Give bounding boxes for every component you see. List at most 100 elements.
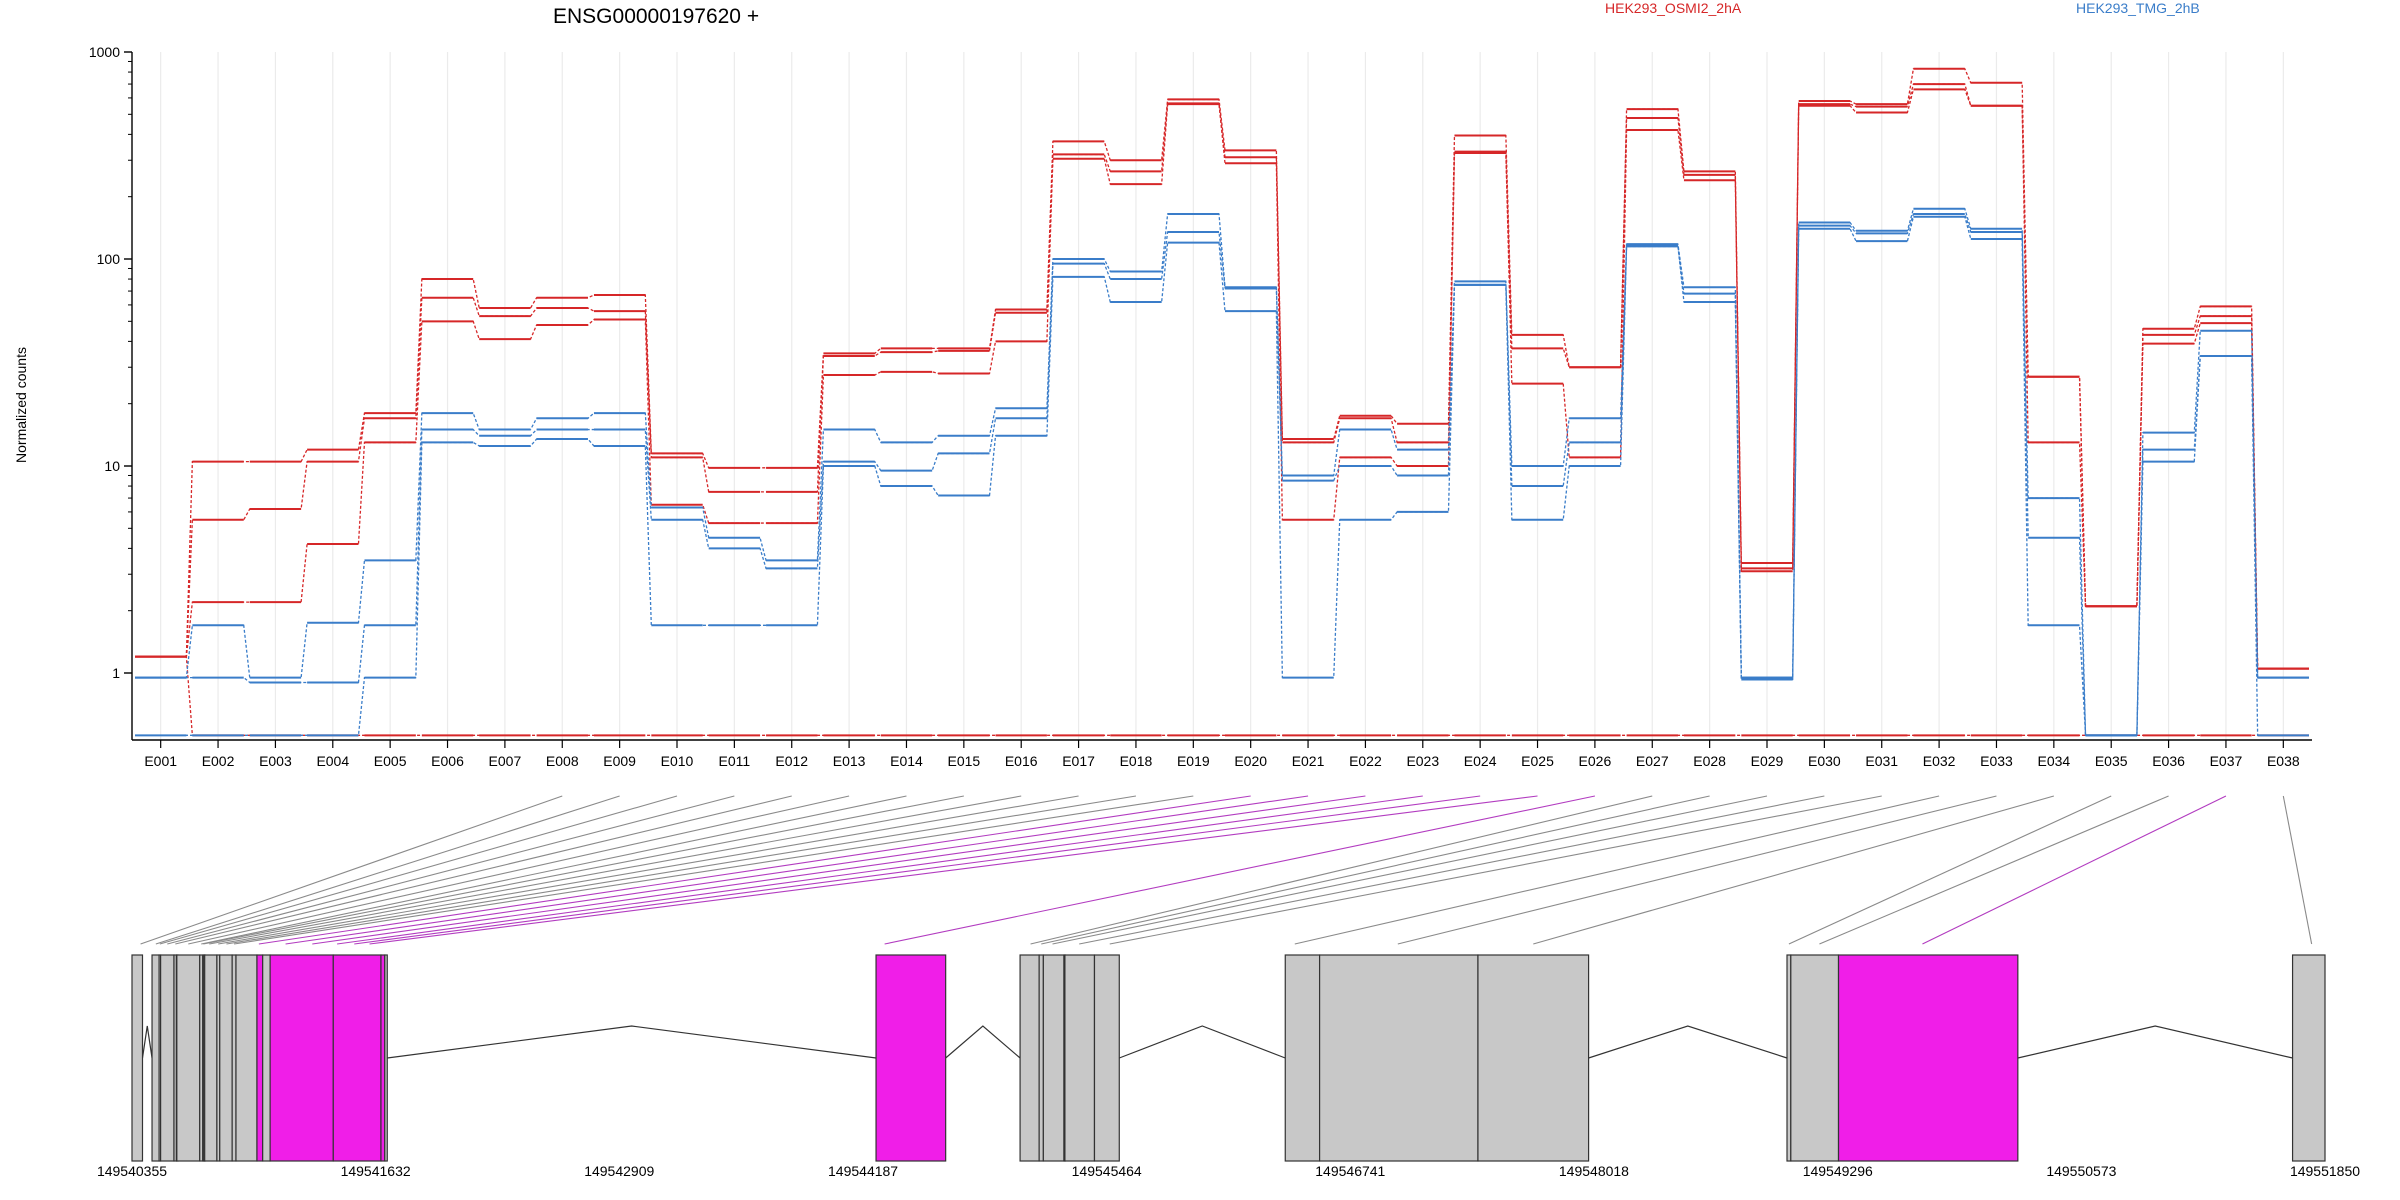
exon: [1284, 954, 1321, 1162]
exon-connector-line: [1397, 795, 1997, 945]
legend-label-osmi2: HEK293_OSMI2_2hA: [1605, 0, 1742, 16]
exon-highlighted: [875, 954, 947, 1162]
exon-connector-line: [1922, 795, 2227, 945]
exon: [1019, 954, 1040, 1162]
x-axis: E001 E002 E003 E004 E005 E006 E007 E008 E009 E010…: [132, 739, 2312, 769]
exon-connector-line: [159, 795, 678, 945]
exon-connector-line: [1079, 795, 1825, 945]
exon: [384, 954, 388, 1162]
x-tick-label: E024: [1464, 753, 1497, 769]
exon-connector-line: [226, 795, 1137, 945]
x-tick-label: E001: [144, 753, 177, 769]
coordinate-label: 149548018: [1559, 1163, 1629, 1179]
coordinate-label: 149551850: [2290, 1163, 2360, 1179]
exon-connector-line: [155, 795, 620, 945]
exon: [131, 954, 144, 1162]
exon-connector-line: [354, 795, 1481, 945]
intron-line: [945, 1025, 1021, 1059]
series-lines: [135, 67, 2309, 737]
coordinate-label: 149544187: [828, 1163, 898, 1179]
exon-connector-line: [201, 795, 907, 945]
grid-lines: [160, 52, 2284, 740]
x-tick-label: E033: [1980, 753, 2013, 769]
exon-connector-line: [884, 795, 1596, 945]
exon-connector-line: [209, 795, 1022, 945]
exon: [151, 954, 160, 1162]
exon: [176, 954, 201, 1162]
y-tick-label: 1000: [89, 44, 120, 60]
exon-connector-line: [258, 795, 1251, 945]
x-tick-label: E002: [202, 753, 235, 769]
coordinate-label: 149549296: [1803, 1163, 1873, 1179]
x-tick-label: E021: [1292, 753, 1325, 769]
x-tick-label: E011: [719, 753, 751, 769]
y-tick-label: 1: [112, 665, 120, 681]
exon-highlighted: [1837, 954, 2019, 1162]
exon: [1042, 954, 1065, 1162]
x-tick-label: E017: [1062, 753, 1095, 769]
exon: [235, 954, 258, 1162]
x-tick-label: E037: [2210, 753, 2243, 769]
x-tick-label: E019: [1177, 753, 1210, 769]
genomic-coordinate-axis: 149540355 149541632 149542909 149544187 1495…: [97, 1163, 2360, 1179]
gene-model: [131, 954, 2326, 1162]
coordinate-label: 149545464: [1072, 1163, 1142, 1179]
exon-connector-line: [218, 795, 1079, 945]
series-line-blue: [135, 213, 2309, 736]
x-tick-label: E015: [947, 753, 980, 769]
exon: [1093, 954, 1120, 1162]
exon-connector-line: [369, 795, 1538, 945]
x-tick-label: E026: [1579, 753, 1612, 769]
exon: [219, 954, 233, 1162]
x-tick-label: E009: [603, 753, 636, 769]
exon-highlighted: [332, 954, 382, 1162]
series-line-blue: [135, 216, 2309, 736]
x-tick-label: E003: [259, 753, 292, 769]
exon-highlighted: [269, 954, 334, 1162]
intron-line: [2017, 1025, 2293, 1059]
exon-connector-lines: [140, 795, 2313, 945]
intron-line: [1588, 1025, 1788, 1059]
x-tick-label: E036: [2152, 753, 2185, 769]
y-axis-label: Normalized counts: [13, 347, 29, 463]
exon-connector-line: [233, 795, 1194, 945]
x-tick-label: E031: [1865, 753, 1898, 769]
x-tick-label: E025: [1521, 753, 1554, 769]
exon: [262, 954, 271, 1162]
exon-connector-line: [1030, 795, 1653, 945]
x-tick-label: E020: [1234, 753, 1267, 769]
x-tick-label: E006: [431, 753, 464, 769]
exon-connector-line: [188, 795, 850, 945]
y-tick-label: 10: [104, 458, 120, 474]
exon-connector-line: [2282, 795, 2313, 945]
x-tick-label: E012: [775, 753, 808, 769]
x-tick-label: E016: [1005, 753, 1038, 769]
x-tick-label: E023: [1406, 753, 1439, 769]
series-line-red: [135, 83, 2309, 670]
coordinate-label: 149542909: [584, 1163, 654, 1179]
exon-connector-line: [167, 795, 735, 945]
exon-connector-line: [1819, 795, 2169, 945]
intron-line: [1119, 1025, 1286, 1059]
exon-connector-line: [1788, 795, 2112, 945]
x-tick-label: E028: [1693, 753, 1726, 769]
x-tick-label: E007: [489, 753, 522, 769]
series-line-blue: [135, 208, 2309, 736]
x-tick-label: E005: [374, 753, 407, 769]
x-tick-label: E030: [1808, 753, 1841, 769]
x-tick-label: E018: [1120, 753, 1153, 769]
y-axis: 1 10 100 1000: [89, 44, 133, 740]
x-tick-label: E010: [661, 753, 694, 769]
y-tick-label: 100: [97, 251, 121, 267]
chart-title: ENSG00000197620 +: [553, 5, 759, 28]
x-tick-label: E014: [890, 753, 923, 769]
intron-line: [141, 1025, 153, 1059]
exon-highlighted: [256, 954, 264, 1162]
x-tick-label: E029: [1751, 753, 1784, 769]
exon: [1318, 954, 1479, 1162]
x-tick-label: E032: [1923, 753, 1956, 769]
x-tick-label: E034: [2037, 753, 2070, 769]
exon: [1790, 954, 1840, 1162]
exon-connector-line: [140, 795, 563, 945]
